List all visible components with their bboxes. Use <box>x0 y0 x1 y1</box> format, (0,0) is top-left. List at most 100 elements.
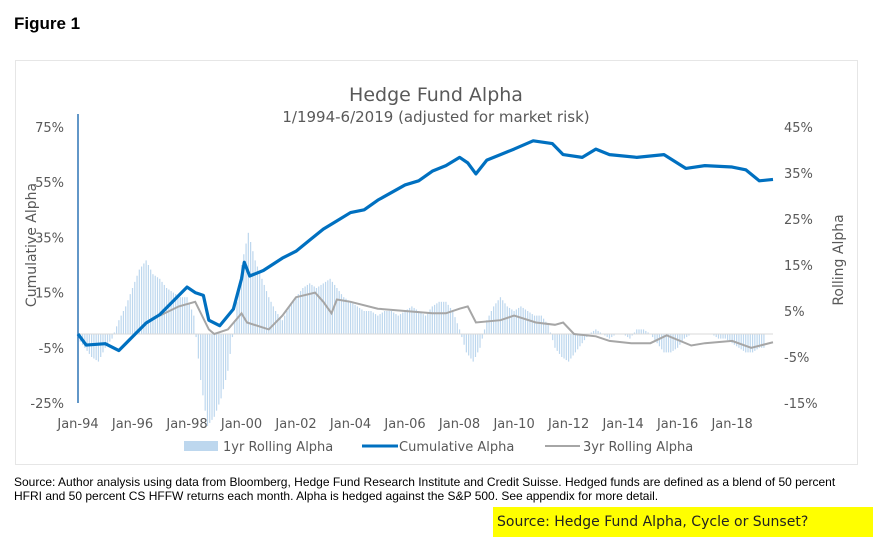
bar-1yr-rolling-alpha <box>188 303 190 334</box>
bar-1yr-rolling-alpha <box>213 334 215 417</box>
bar-1yr-rolling-alpha <box>329 278 331 334</box>
bar-1yr-rolling-alpha <box>156 277 159 334</box>
bar-1yr-rolling-alpha <box>295 297 297 334</box>
right-tick-label: 45% <box>784 121 813 136</box>
bar-1yr-rolling-alpha <box>456 323 458 334</box>
bar-1yr-rolling-alpha <box>143 263 145 334</box>
bar-1yr-rolling-alpha <box>186 297 188 334</box>
bar-1yr-rolling-alpha <box>175 294 177 334</box>
bar-1yr-rolling-alpha <box>377 315 379 334</box>
figure-label: Figure 1 <box>14 14 81 33</box>
bar-1yr-rolling-alpha <box>604 334 606 336</box>
bar-1yr-rolling-alpha <box>658 334 661 347</box>
bar-1yr-rolling-alpha <box>502 300 504 334</box>
bar-1yr-rolling-alpha <box>654 334 656 341</box>
bar-1yr-rolling-alpha <box>197 334 199 359</box>
bar-1yr-rolling-alpha <box>629 334 631 339</box>
bar-1yr-rolling-alpha <box>481 334 483 339</box>
x-tick-label: Jan-06 <box>383 417 425 432</box>
right-tick-label: -5% <box>784 351 809 366</box>
x-tick-label: Jan-98 <box>165 417 207 432</box>
bar-1yr-rolling-alpha <box>202 334 204 396</box>
bar-1yr-rolling-alpha <box>263 284 265 334</box>
left-tick-label: 55% <box>35 176 64 191</box>
bar-1yr-rolling-alpha <box>513 311 515 334</box>
bar-1yr-rolling-alpha <box>461 334 463 338</box>
x-tick-label: Jan-18 <box>710 417 752 432</box>
bar-1yr-rolling-alpha <box>445 301 447 334</box>
bar-1yr-rolling-alpha <box>686 334 688 338</box>
bar-1yr-rolling-alpha <box>667 334 670 353</box>
bar-1yr-rolling-alpha <box>613 334 615 336</box>
bar-1yr-rolling-alpha <box>229 334 231 354</box>
bar-1yr-rolling-alpha <box>293 300 295 334</box>
bar-1yr-rolling-alpha <box>424 315 427 334</box>
bar-1yr-rolling-alpha <box>397 315 399 334</box>
bar-1yr-rolling-alpha <box>663 334 665 353</box>
bar-1yr-rolling-alpha <box>152 274 154 334</box>
bar-1yr-rolling-alpha <box>234 320 236 334</box>
bar-1yr-rolling-alpha <box>145 260 147 334</box>
bar-1yr-rolling-alpha <box>204 334 206 411</box>
series-3yr-rolling-alpha-line <box>159 291 774 349</box>
bar-1yr-rolling-alpha <box>738 334 740 348</box>
bar-1yr-rolling-alpha <box>717 334 720 339</box>
bar-1yr-rolling-alpha <box>488 315 490 334</box>
x-tick-label: Jan-94 <box>56 417 98 432</box>
bar-1yr-rolling-alpha <box>140 266 143 334</box>
bar-1yr-rolling-alpha <box>161 281 163 334</box>
bar-1yr-rolling-alpha <box>129 294 131 334</box>
bar-1yr-rolling-alpha <box>284 315 286 334</box>
bar-1yr-rolling-alpha <box>545 321 547 334</box>
bar-1yr-rolling-alpha <box>368 311 370 334</box>
bar-1yr-rolling-alpha <box>211 334 213 420</box>
bar-1yr-rolling-alpha <box>402 312 404 334</box>
bar-1yr-rolling-alpha <box>533 315 536 334</box>
x-tick-label: Jan-04 <box>329 417 371 432</box>
bar-1yr-rolling-alpha <box>406 309 408 334</box>
bar-1yr-rolling-alpha <box>240 265 243 334</box>
bar-1yr-rolling-alpha <box>220 334 222 399</box>
bar-1yr-rolling-alpha <box>147 265 150 334</box>
bar-1yr-rolling-alpha <box>422 314 424 334</box>
bar-1yr-rolling-alpha <box>356 306 358 334</box>
bar-1yr-rolling-alpha <box>118 320 120 334</box>
bar-1yr-rolling-alpha <box>552 334 554 341</box>
bar-1yr-rolling-alpha <box>731 334 733 344</box>
legend-label-1yr: 1yr Rolling Alpha <box>223 440 333 455</box>
bar-1yr-rolling-alpha <box>633 332 636 334</box>
bar-1yr-rolling-alpha <box>250 242 252 334</box>
bar-1yr-rolling-alpha <box>681 334 683 342</box>
bar-1yr-rolling-alpha <box>729 334 731 342</box>
bar-1yr-rolling-alpha <box>465 334 467 353</box>
bar-1yr-rolling-alpha <box>429 309 431 334</box>
bar-1yr-rolling-alpha <box>181 297 184 334</box>
bar-1yr-rolling-alpha <box>131 288 134 334</box>
bar-1yr-rolling-alpha <box>567 334 570 362</box>
bar-1yr-rolling-alpha <box>531 314 533 334</box>
bar-1yr-rolling-alpha <box>86 334 88 351</box>
bar-1yr-rolling-alpha <box>579 334 581 347</box>
right-tick-label: -15% <box>784 397 818 412</box>
bar-1yr-rolling-alpha <box>470 334 472 359</box>
bar-1yr-rolling-alpha <box>499 297 502 334</box>
hedge-fund-alpha-chart: Hedge Fund Alpha 1/1994-6/2019 (adjusted… <box>24 84 847 455</box>
bar-1yr-rolling-alpha <box>279 317 281 334</box>
bar-1yr-rolling-alpha <box>190 309 193 334</box>
bar-1yr-rolling-alpha <box>508 307 511 334</box>
x-tick-label: Jan-12 <box>547 417 589 432</box>
bar-1yr-rolling-alpha <box>638 329 640 334</box>
bar-1yr-rolling-alpha <box>558 334 561 354</box>
legend-swatch-1yr <box>184 441 218 451</box>
bar-1yr-rolling-alpha <box>740 334 742 350</box>
bar-1yr-rolling-alpha <box>463 334 465 345</box>
x-tick-label: Jan-02 <box>274 417 316 432</box>
bar-1yr-rolling-alpha <box>631 334 633 336</box>
bar-1yr-rolling-alpha <box>640 329 642 334</box>
bar-1yr-rolling-alpha <box>138 269 140 334</box>
bar-1yr-rolling-alpha <box>345 298 347 334</box>
bar-1yr-rolling-alpha <box>381 312 383 334</box>
source-note: Source: Author analysis using data from … <box>14 475 836 503</box>
bar-1yr-rolling-alpha <box>184 297 186 334</box>
bar-1yr-rolling-alpha <box>433 304 436 334</box>
